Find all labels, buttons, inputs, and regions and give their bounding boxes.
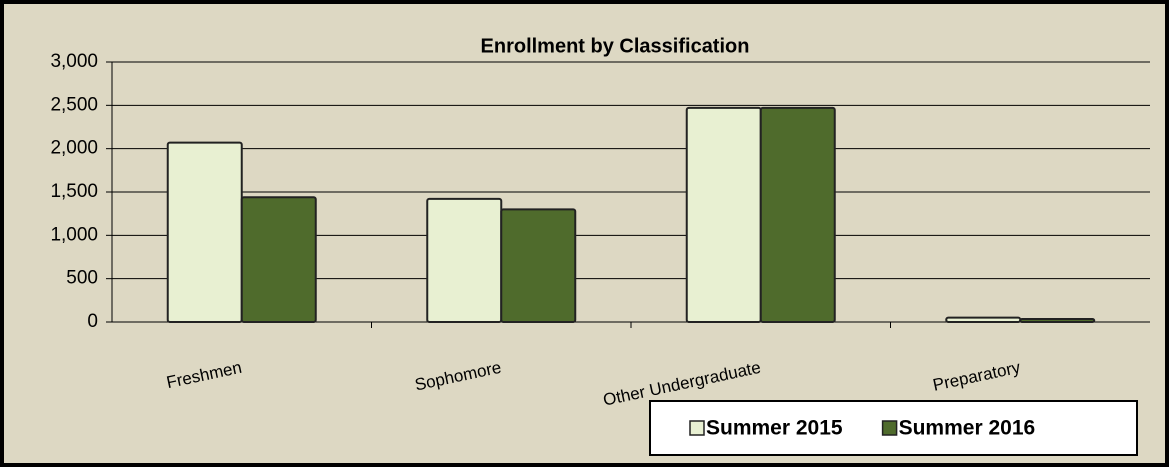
legend-label: Summer 2015 xyxy=(706,417,843,440)
y-tick-label: 2,000 xyxy=(50,138,98,159)
bar xyxy=(426,197,503,323)
y-tick-label: 3,000 xyxy=(50,51,98,72)
legend-label: Summer 2016 xyxy=(899,417,1036,440)
legend-swatch xyxy=(689,420,705,436)
y-tick-label: 2,500 xyxy=(50,94,98,115)
y-tick-label: 500 xyxy=(66,268,98,289)
legend: Summer 2015 Summer 2016 xyxy=(649,400,1138,456)
bar xyxy=(240,196,317,323)
bar xyxy=(945,316,1022,323)
bar xyxy=(685,106,762,323)
bar xyxy=(759,106,836,323)
legend-swatch xyxy=(881,420,898,436)
y-tick-label: 0 xyxy=(87,311,98,332)
y-tick-label: 1,500 xyxy=(50,181,98,202)
chart-title: Enrollment by Classification xyxy=(481,35,750,57)
bar xyxy=(500,208,577,323)
y-tick-label: 1,000 xyxy=(50,224,98,245)
bar xyxy=(1019,317,1096,324)
bar xyxy=(166,141,243,323)
